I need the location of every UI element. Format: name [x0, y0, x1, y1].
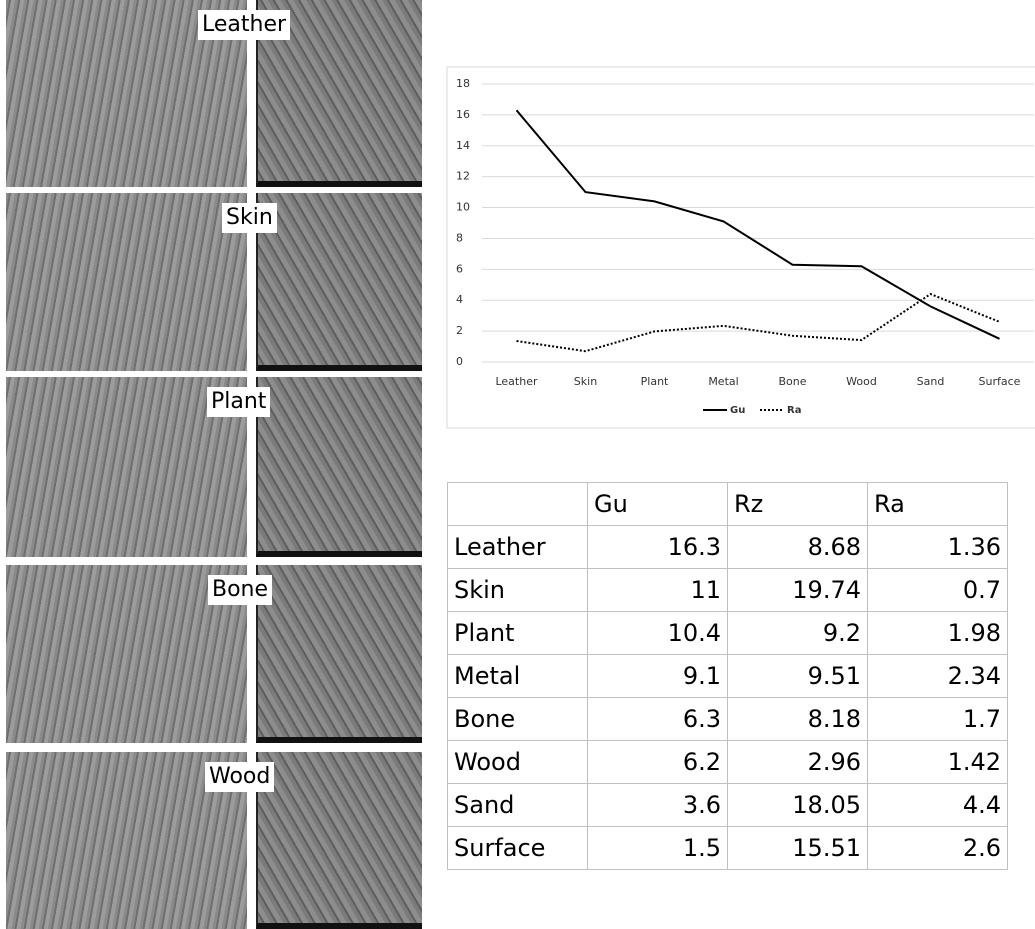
y-tick-label: 14: [456, 139, 470, 152]
table-cell: 9.51: [728, 655, 868, 698]
table-cell: 2.34: [868, 655, 1008, 698]
table-cell: 4.4: [868, 784, 1008, 827]
y-tick-label: 8: [456, 231, 463, 244]
x-tick-label: Leather: [495, 375, 537, 388]
x-tick-label: Plant: [641, 375, 669, 388]
row-label: Metal: [448, 655, 588, 698]
y-tick-label: 10: [456, 201, 470, 214]
row-label: Leather: [448, 526, 588, 569]
table-cell: 1.98: [868, 612, 1008, 655]
y-tick-label: 12: [456, 170, 470, 183]
header-cell: [448, 483, 588, 526]
y-tick-label: 6: [456, 262, 463, 275]
y-tick-label: 18: [456, 77, 470, 90]
table-cell: 1.36: [868, 526, 1008, 569]
series-line: [517, 110, 1000, 339]
row-label: Plant: [448, 612, 588, 655]
row-label: Surface: [448, 827, 588, 870]
y-tick-label: 4: [456, 293, 463, 306]
table-cell: 11: [588, 569, 728, 612]
header-cell: Rz: [728, 483, 868, 526]
series-line: [517, 294, 1000, 351]
y-tick-label: 2: [456, 324, 463, 337]
table-cell: 18.05: [728, 784, 868, 827]
table-cell: 2.6: [868, 827, 1008, 870]
row-label: Wood: [448, 741, 588, 784]
table-cell: 8.68: [728, 526, 868, 569]
table-cell: 0.7: [868, 569, 1008, 612]
table-cell: 19.74: [728, 569, 868, 612]
x-tick-label: Surface: [979, 375, 1021, 388]
legend-label: Gu: [730, 405, 745, 416]
x-tick-label: Bone: [778, 375, 806, 388]
table-cell: 2.96: [728, 741, 868, 784]
header-cell: Gu: [588, 483, 728, 526]
x-tick-label: Wood: [846, 375, 877, 388]
table-cell: 6.2: [588, 741, 728, 784]
table-cell: 1.42: [868, 741, 1008, 784]
table-cell: 1.7: [868, 698, 1008, 741]
row-label: Skin: [448, 569, 588, 612]
table-cell: 16.3: [588, 526, 728, 569]
table-cell: 9.1: [588, 655, 728, 698]
row-label: Bone: [448, 698, 588, 741]
table-cell: 8.18: [728, 698, 868, 741]
y-tick-label: 0: [456, 355, 463, 368]
table-cell: 6.3: [588, 698, 728, 741]
row-label: Sand: [448, 784, 588, 827]
table-cell: 10.4: [588, 612, 728, 655]
x-tick-label: Metal: [708, 375, 738, 388]
legend-label: Ra: [787, 405, 801, 416]
table-cell: 1.5: [588, 827, 728, 870]
table-cell: 3.6: [588, 784, 728, 827]
header-cell: Ra: [868, 483, 1008, 526]
x-tick-label: Sand: [917, 375, 945, 388]
table-cell: 15.51: [728, 827, 868, 870]
chart-frame: [447, 67, 1035, 428]
table-cell: 9.2: [728, 612, 868, 655]
x-tick-label: Skin: [574, 375, 597, 388]
page: LeatherSkinPlantBoneWood 024681012141618…: [0, 0, 1035, 929]
y-tick-label: 16: [456, 108, 470, 121]
